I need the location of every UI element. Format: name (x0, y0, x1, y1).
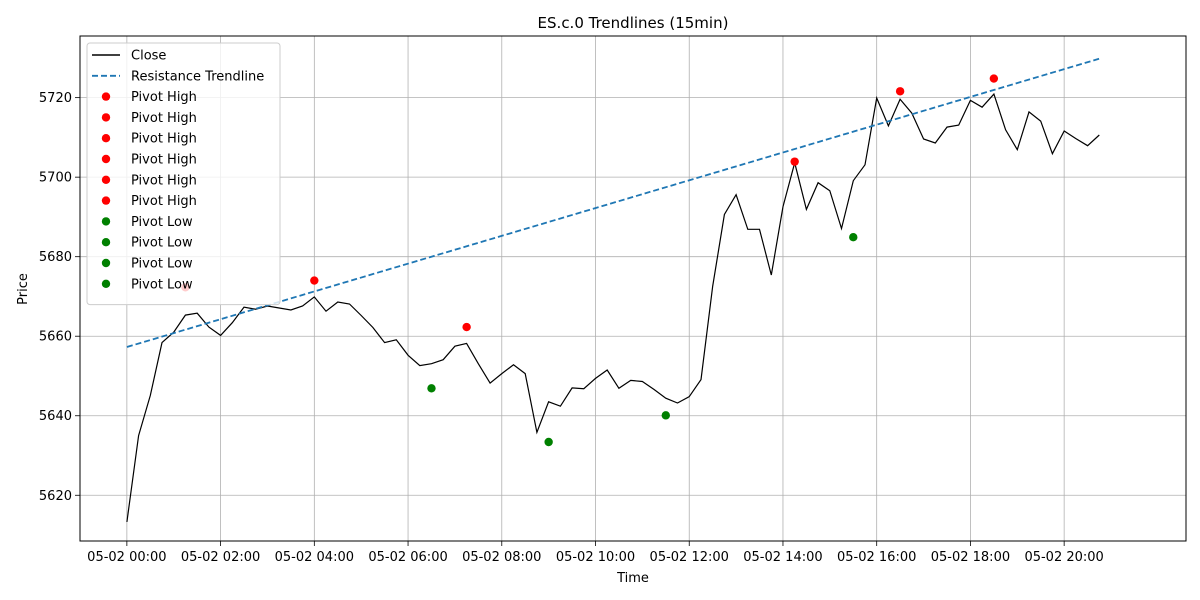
legend-label: Pivot Low (131, 236, 193, 251)
legend-label: Pivot Low (131, 277, 193, 292)
legend-label: Pivot Low (131, 257, 193, 272)
legend-dot-swatch (101, 154, 111, 164)
y-tick-label: 5660 (39, 330, 72, 345)
legend-label: Pivot High (131, 153, 197, 168)
x-tick-label: 05-02 06:00 (368, 550, 447, 565)
legend-dot-swatch (101, 92, 111, 101)
legend-label: Pivot High (131, 132, 197, 147)
legend-label: Pivot High (131, 111, 197, 126)
legend-label: Pivot High (131, 194, 197, 209)
x-tick-label: 05-02 08:00 (462, 550, 541, 565)
x-axis-label: Time (616, 571, 649, 586)
x-tick-label: 05-02 14:00 (743, 550, 822, 565)
legend-dot-swatch (101, 217, 111, 226)
pivot-low-point (661, 411, 671, 420)
pivot-high-point (895, 87, 905, 96)
x-tick-label: 05-02 16:00 (837, 550, 916, 565)
x-tick-label: 05-02 02:00 (181, 550, 260, 565)
pivot-high-point (790, 157, 799, 166)
legend-dot-swatch (101, 279, 111, 288)
legend-label: Resistance Trendline (131, 69, 264, 84)
pivot-high-point (989, 74, 999, 83)
x-tick-label: 05-02 04:00 (275, 550, 354, 565)
x-axis-ticks: 05-02 00:00 05-02 02:00 05-02 04:00 05-02 0… (87, 541, 1104, 565)
y-axis-ticks: 5620 5640 5660 5680 5700 5720 (39, 91, 80, 504)
y-tick-label: 5640 (39, 409, 72, 424)
close-price-line (126, 92, 1100, 522)
pivot-low-point (849, 233, 858, 242)
legend-dot-swatch (101, 113, 111, 122)
legend-label: Pivot High (131, 90, 197, 105)
legend-label: Pivot Low (131, 215, 193, 230)
pivot-high-point (462, 322, 471, 332)
x-tick-label: 05-02 12:00 (650, 550, 729, 565)
y-tick-label: 5720 (39, 91, 72, 106)
legend-label: Pivot High (131, 173, 197, 188)
x-tick-label: 05-02 20:00 (1024, 550, 1103, 565)
x-tick-label: 05-02 10:00 (556, 550, 635, 565)
x-tick-label: 05-02 00:00 (87, 550, 166, 565)
legend-box (86, 42, 281, 306)
y-tick-label: 5680 (39, 250, 72, 265)
legend-dot-swatch (101, 238, 111, 247)
legend: Close Resistance Trendline Pivot High Pivot… (86, 42, 281, 306)
legend-label: Close (131, 49, 166, 64)
resistance-trendline (126, 57, 1100, 348)
x-tick-label: 05-02 18:00 (931, 550, 1010, 565)
legend-dot-swatch (101, 196, 111, 205)
pivot-high-point (310, 276, 319, 285)
y-axis-label: Price (16, 273, 31, 305)
y-tick-label: 5700 (39, 171, 72, 186)
y-tick-label: 5620 (39, 489, 72, 504)
legend-dot-swatch (101, 134, 111, 143)
pivot-low-point (427, 384, 436, 393)
plot-frame (79, 35, 1187, 542)
legend-dot-swatch (101, 175, 111, 184)
pivot-low-point (544, 437, 553, 447)
legend-dot-swatch (101, 258, 111, 268)
chart-title: ES.c.0 Trendlines (15min) (538, 14, 729, 32)
